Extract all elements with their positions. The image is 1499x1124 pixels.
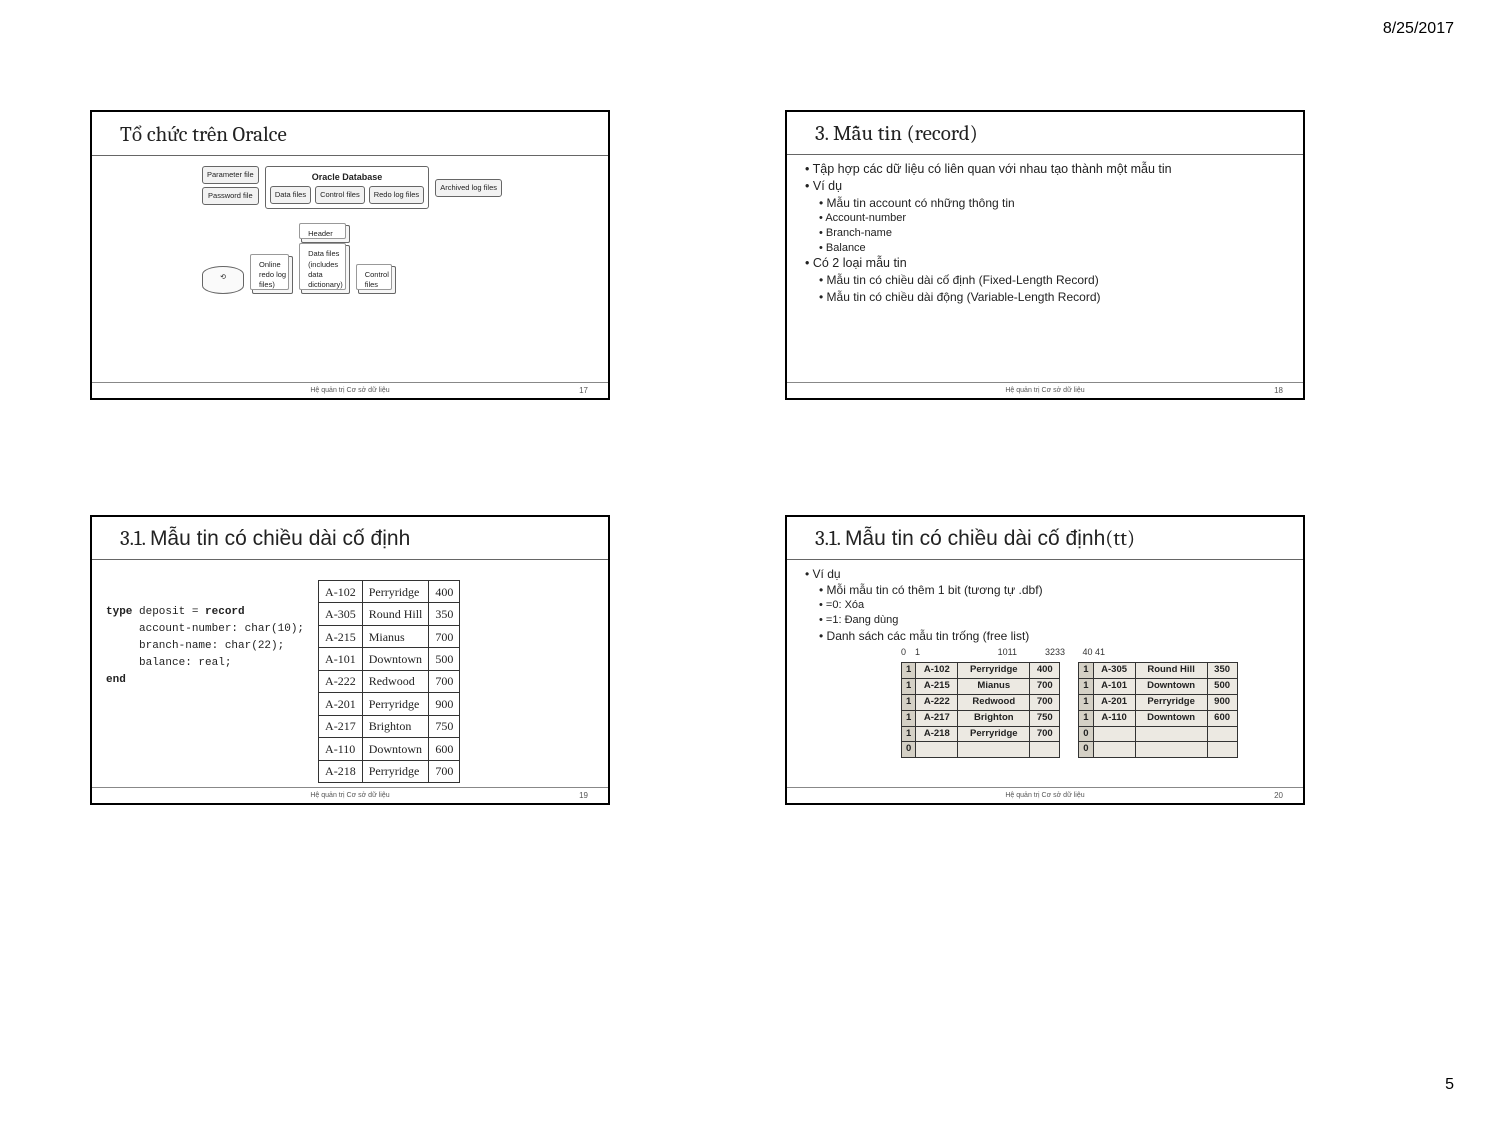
s18-b1-1: Tập hợp các dữ liệu có liên quan với nha… xyxy=(805,161,1293,178)
data-files-box: Data files xyxy=(270,186,311,204)
s20-left-table: 1A-102Perryridge4001A-215Mianus7001A-222… xyxy=(901,662,1060,758)
slide-19: 3.1. Mẫu tin có chiều dài cố định type d… xyxy=(90,515,610,805)
page-date: 8/25/2017 xyxy=(1383,20,1454,38)
slide-18-title: 3. Mẫu tin (record) xyxy=(815,122,1283,146)
slide-18: 3. Mẫu tin (record) Tập hợp các dữ liệu … xyxy=(785,110,1305,400)
s20-b2-2: Danh sách các mẫu tin trống (free list) xyxy=(819,628,1293,644)
slide-19-num: 19 xyxy=(579,791,588,800)
s20-b3-2: =1: Đang dùng xyxy=(819,613,1293,628)
control-files-card: Controlfiles xyxy=(358,266,396,294)
slide-19-title: 3.1. Mẫu tin có chiều dài cố định xyxy=(120,527,588,551)
slide-20-footer: Hệ quản trị Cơ sở dữ liệu xyxy=(1005,792,1084,799)
control-files-box: Control files xyxy=(315,186,365,204)
oracle-diagram: Parameter file Password file Oracle Data… xyxy=(202,166,502,294)
s18-b1-3: Có 2 loại mẫu tin xyxy=(805,255,1293,272)
online-redo-card: Onlineredo logfiles) xyxy=(252,256,293,294)
slide-20: 3.1. Mẫu tin có chiều dài cố định(tt) Ví… xyxy=(785,515,1305,805)
s20-offsets: 0 1 1011 3233 40 41 xyxy=(901,646,1293,658)
s20-right-table: 1A-305Round Hill3501A-101Downtown5001A-2… xyxy=(1078,662,1237,758)
slide-20-title: 3.1. Mẫu tin có chiều dài cố định(tt) xyxy=(815,527,1283,551)
slide-17: Tổ chức trên Oralce Parameter file Passw… xyxy=(90,110,610,400)
s18-b3-3: Balance xyxy=(819,241,1293,256)
header-card: Header xyxy=(301,225,350,243)
redo-log-box: Redo log files xyxy=(369,186,424,204)
s20-b2-1: Mỗi mẫu tin có thêm 1 bit (tương tự .dbf… xyxy=(819,582,1293,598)
s20-b3-1: =0: Xóa xyxy=(819,598,1293,613)
slide-18-footer: Hệ quản trị Cơ sở dữ liệu xyxy=(1005,387,1084,394)
slides-grid: Tổ chức trên Oralce Parameter file Passw… xyxy=(90,110,1410,805)
slide-19-footer: Hệ quản trị Cơ sở dữ liệu xyxy=(310,792,389,799)
s18-b3-1: Account-number xyxy=(819,211,1293,226)
s18-b2-1: Mẫu tin account có những thông tin xyxy=(819,195,1293,211)
slide-17-title: Tổ chức trên Oralce xyxy=(120,122,588,147)
param-file-box: Parameter file xyxy=(202,166,259,184)
s18-b2-3: Mẫu tin có chiều dài động (Variable-Leng… xyxy=(819,289,1293,305)
s19-table: A-102Perryridge400A-305Round Hill350A-21… xyxy=(318,580,460,783)
page-number: 5 xyxy=(1445,1076,1454,1094)
slide-17-num: 17 xyxy=(579,386,588,395)
slide-17-footer: Hệ quản trị Cơ sở dữ liệu xyxy=(310,387,389,394)
archived-log-box: Archived log files xyxy=(435,179,502,197)
s20-b1: Ví dụ xyxy=(805,566,1293,582)
s19-code: type deposit = record account-number: ch… xyxy=(106,580,304,783)
s18-b3-2: Branch-name xyxy=(819,226,1293,241)
s18-b1-2: Ví dụ xyxy=(805,178,1293,195)
data-files-card: Data files(includesdatadictionary) xyxy=(301,245,350,294)
oracle-db-label: Oracle Database xyxy=(270,171,425,183)
slide-20-num: 20 xyxy=(1274,791,1283,800)
s18-b2-2: Mẫu tin có chiều dài cố định (Fixed-Leng… xyxy=(819,272,1293,288)
password-file-box: Password file xyxy=(202,187,259,205)
slide-18-num: 18 xyxy=(1274,386,1283,395)
cylinder-icon: ⟲ xyxy=(202,266,244,294)
